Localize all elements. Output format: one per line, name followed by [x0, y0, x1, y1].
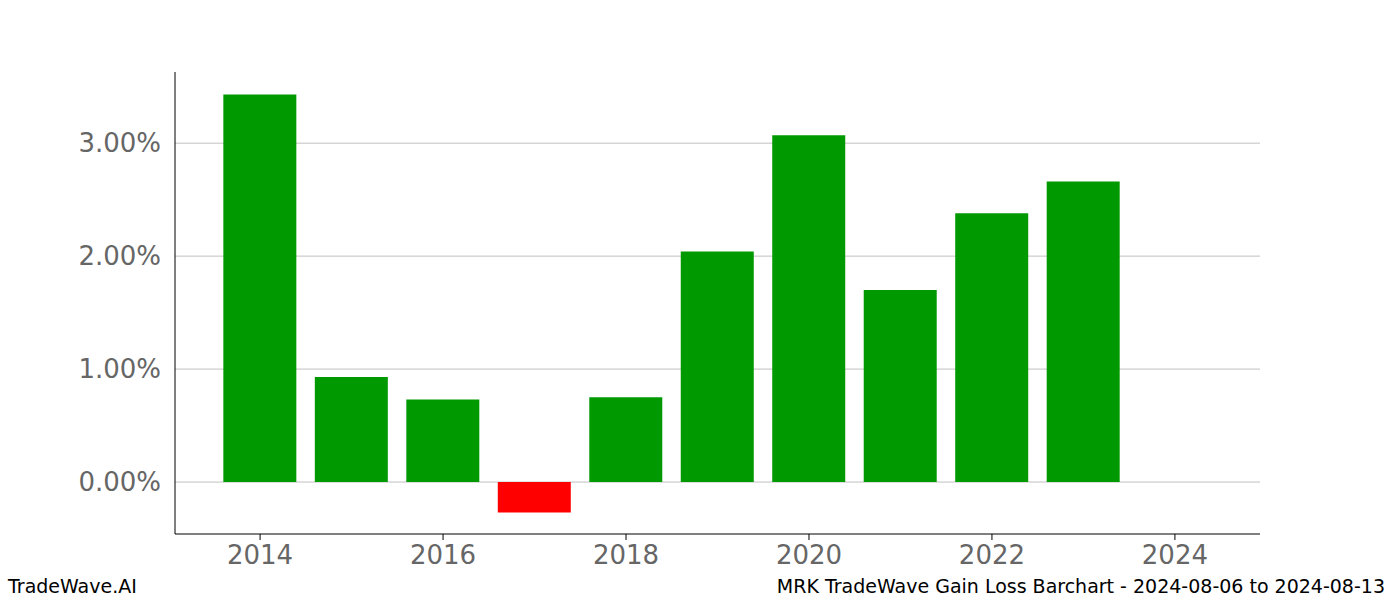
html-text:TradeWave.AI: TradeWave.AI — [8, 575, 137, 597]
svg-text:2018: 2018 — [593, 540, 659, 570]
svg-text:2022: 2022 — [959, 540, 1025, 570]
svg-text:1.00%: 1.00% — [78, 354, 161, 384]
svg-text:2024: 2024 — [1142, 540, 1208, 570]
svg-text:2.00%: 2.00% — [78, 241, 161, 271]
svg-text:2020: 2020 — [776, 540, 842, 570]
svg-text:2016: 2016 — [410, 540, 476, 570]
svg-text:0.00%: 0.00% — [78, 467, 161, 497]
html-text:MRK TradeWave Gain Loss Barcha: MRK TradeWave Gain Loss Barchart - 2024-… — [776, 575, 1385, 597]
svg-text:2014: 2014 — [227, 540, 293, 570]
svg-text:3.00%: 3.00% — [78, 128, 161, 158]
